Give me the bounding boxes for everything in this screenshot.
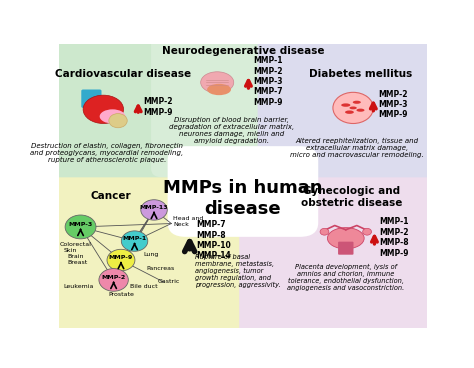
Text: MMP-7
MMP-8
MMP-10
MMP-14: MMP-7 MMP-8 MMP-10 MMP-14 — [196, 220, 231, 260]
Text: Placenta development, lysis of
amnios and chorion, immune
tolerance, endothelial: Placenta development, lysis of amnios an… — [287, 263, 404, 291]
Circle shape — [363, 228, 372, 235]
Text: Head and
Neck: Head and Neck — [173, 216, 203, 227]
Text: Altered reephitelization, tissue and
extracellular matrix damage,
micro and macr: Altered reephitelization, tissue and ext… — [290, 138, 424, 158]
Text: MMP-2: MMP-2 — [101, 275, 126, 280]
Ellipse shape — [349, 106, 357, 109]
Ellipse shape — [100, 109, 125, 124]
Ellipse shape — [353, 101, 361, 104]
Text: Leukemia: Leukemia — [64, 284, 94, 290]
Circle shape — [109, 114, 127, 128]
Text: MMP-9: MMP-9 — [109, 255, 133, 260]
FancyBboxPatch shape — [257, 36, 438, 206]
FancyBboxPatch shape — [168, 146, 318, 237]
Text: MMP-1
MMP-2
MMP-3
MMP-7
MMP-9: MMP-1 MMP-2 MMP-3 MMP-7 MMP-9 — [253, 56, 283, 107]
Text: Skin: Skin — [64, 248, 77, 253]
FancyBboxPatch shape — [151, 36, 335, 177]
Text: MMP-13: MMP-13 — [140, 205, 168, 210]
Text: MMP-3: MMP-3 — [68, 222, 93, 227]
FancyBboxPatch shape — [338, 242, 354, 255]
Text: Pancreas: Pancreas — [146, 266, 175, 270]
Circle shape — [320, 228, 329, 235]
Ellipse shape — [341, 103, 350, 107]
Text: Breast: Breast — [67, 261, 88, 265]
FancyBboxPatch shape — [82, 89, 101, 108]
Text: Brain: Brain — [67, 254, 84, 259]
Circle shape — [65, 215, 96, 239]
Text: Prostate: Prostate — [109, 291, 135, 297]
Text: Neurodegenerative disease: Neurodegenerative disease — [162, 46, 324, 56]
Ellipse shape — [83, 95, 124, 124]
FancyBboxPatch shape — [239, 177, 438, 336]
Text: MMPs in human
disease: MMPs in human disease — [163, 179, 323, 218]
Text: Bile duct: Bile duct — [130, 284, 157, 290]
Text: Colorectal: Colorectal — [59, 242, 91, 247]
Circle shape — [107, 249, 135, 271]
Ellipse shape — [201, 72, 234, 93]
Circle shape — [121, 231, 148, 251]
Ellipse shape — [356, 109, 365, 112]
Circle shape — [333, 92, 374, 124]
Text: MMP-2
MMP-9: MMP-2 MMP-9 — [143, 98, 173, 117]
Text: Gastric: Gastric — [158, 279, 180, 284]
Ellipse shape — [207, 84, 231, 95]
FancyBboxPatch shape — [48, 177, 254, 336]
Text: Cardiovascular disease: Cardiovascular disease — [55, 69, 191, 79]
Text: MMP-1: MMP-1 — [122, 236, 146, 241]
Text: Diabetes mellitus: Diabetes mellitus — [309, 69, 412, 79]
Text: Gynecologic and
obstetric disease: Gynecologic and obstetric disease — [301, 186, 402, 208]
Text: Lung: Lung — [143, 252, 158, 257]
Circle shape — [141, 200, 167, 220]
Text: MMP-1
MMP-2
MMP-8
MMP-9: MMP-1 MMP-2 MMP-8 MMP-9 — [380, 217, 409, 258]
Circle shape — [99, 269, 128, 291]
Ellipse shape — [345, 110, 354, 114]
Text: Rupture of basal
membrane, metastasis,
angiogenesis, tumor
growth regulation, an: Rupture of basal membrane, metastasis, a… — [195, 254, 281, 288]
Text: Cancer: Cancer — [91, 191, 131, 201]
FancyBboxPatch shape — [48, 36, 243, 206]
Text: MMP-2
MMP-3
MMP-9: MMP-2 MMP-3 MMP-9 — [378, 90, 408, 119]
Text: Destruction of elastin, collagen, fibronectin
and proteoglycans, myocardial remo: Destruction of elastin, collagen, fibron… — [30, 143, 183, 163]
Ellipse shape — [328, 228, 364, 249]
Text: Disruption of blood brain barrier,
degradation of extracellular matrix,
neurones: Disruption of blood brain barrier, degra… — [169, 117, 294, 144]
